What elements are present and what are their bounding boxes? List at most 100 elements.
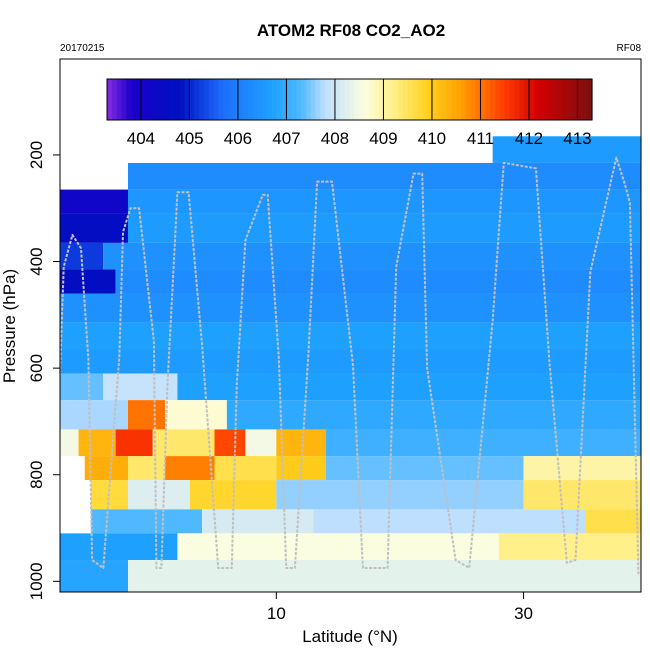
colorbar-segment xyxy=(461,79,467,120)
heatmap-cell xyxy=(60,269,116,294)
colorbar-segment xyxy=(301,79,307,120)
colorbar-tick-label: 410 xyxy=(418,129,446,148)
heatmap-cell xyxy=(127,213,641,243)
colorbar-segment xyxy=(271,79,278,120)
heatmap-cell xyxy=(60,400,128,430)
y-tick-label: 200 xyxy=(27,141,46,169)
colorbar-segment xyxy=(286,79,292,120)
colorbar-segment xyxy=(223,79,229,120)
heatmap-cell xyxy=(276,480,524,510)
heatmap-cell xyxy=(523,456,641,481)
heatmap-cell xyxy=(177,373,642,401)
colorbar-segment xyxy=(242,79,249,120)
colorbar-segment xyxy=(587,79,593,120)
colorbar-segment xyxy=(553,79,559,120)
colorbar-segment xyxy=(533,79,540,120)
colorbar-segment xyxy=(150,79,157,120)
colorbar-segment xyxy=(213,79,220,120)
colorbar-segment xyxy=(131,79,137,120)
colorbar-segment xyxy=(325,79,331,120)
heatmap-cell xyxy=(115,269,641,294)
colorbar-segment xyxy=(572,79,579,120)
heatmap-cell xyxy=(177,533,499,561)
heatmap-cell xyxy=(214,456,277,481)
colorbar-segment xyxy=(281,79,288,120)
colorbar-segment xyxy=(349,79,355,120)
colorbar-segment xyxy=(514,79,520,120)
colorbar-segment xyxy=(204,79,210,120)
heatmap-cell xyxy=(103,373,178,401)
heatmap-cell xyxy=(523,480,641,510)
colorbar-segment xyxy=(470,79,477,120)
colorbar-segment xyxy=(562,79,569,120)
colorbar-tick-label: 412 xyxy=(515,129,543,148)
heatmap-cell xyxy=(90,509,203,534)
colorbar-segment xyxy=(364,79,370,120)
colorbar-segment xyxy=(354,79,360,120)
colorbar-segment xyxy=(441,79,448,120)
colorbar-segment xyxy=(475,79,482,120)
colorbar-segment xyxy=(398,79,404,120)
colorbar-tick-label: 409 xyxy=(369,129,397,148)
colorbar-segment xyxy=(577,79,583,120)
colorbar-segment xyxy=(548,79,554,120)
colorbar-segment xyxy=(262,79,268,120)
plot-frame xyxy=(59,58,642,593)
colorbar-segment xyxy=(257,79,263,120)
colorbar-segment xyxy=(305,79,312,120)
colorbar-segment xyxy=(189,79,195,120)
colorbar-segment xyxy=(368,79,375,120)
heatmap-cell xyxy=(313,509,586,534)
colorbar-segment xyxy=(504,79,511,120)
colorbar-segment xyxy=(480,79,486,120)
colorbar-segment xyxy=(310,79,317,120)
colorbar-segment xyxy=(276,79,283,120)
colorbar-segment xyxy=(456,79,462,120)
colorbar-segment xyxy=(107,79,113,120)
colorbar-segment xyxy=(451,79,457,120)
colorbar-segment xyxy=(519,79,525,120)
y-tick-label: 600 xyxy=(27,354,46,382)
y-axis: 200 400 600 800 1000 xyxy=(27,141,60,600)
heatmap-cell xyxy=(165,456,215,481)
colorbar-segment xyxy=(291,79,297,120)
x-tick-label: 30 xyxy=(514,604,533,623)
colorbar-segment xyxy=(116,79,123,120)
heatmap-cell xyxy=(103,242,641,270)
colorbar-segment xyxy=(136,79,142,120)
heatmap-cell xyxy=(127,400,166,430)
colorbar-segment xyxy=(330,79,336,120)
y-tick-label: 800 xyxy=(27,461,46,489)
colorbar-segment xyxy=(538,79,545,120)
colorbar-segment xyxy=(228,79,234,120)
heatmap-cell xyxy=(60,533,178,561)
colorbar-tick-label: 413 xyxy=(563,129,591,148)
colorbar-segment xyxy=(524,79,530,120)
heatmap-cells xyxy=(60,136,642,592)
heatmap-cell xyxy=(60,349,641,374)
heatmap-cell xyxy=(115,429,153,457)
colorbar-tick-label: 405 xyxy=(175,129,203,148)
colorbar-segment xyxy=(160,79,166,120)
colorbar: 404 405 406 407 408 409 410 411 412 413 xyxy=(106,78,593,148)
colorbar-segment xyxy=(402,79,409,120)
chart-title: ATOM2 RF08 CO2_AO2 xyxy=(257,21,445,40)
heatmap-cell xyxy=(60,189,128,214)
y-tick-label: 400 xyxy=(27,247,46,275)
colorbar-segment xyxy=(334,79,341,120)
flight-id-label: RF08 xyxy=(617,43,642,54)
heatmap-cell xyxy=(152,429,215,457)
colorbar-segment xyxy=(121,79,127,120)
heatmap-cell xyxy=(276,429,326,457)
heatmap-cell xyxy=(84,456,128,481)
colorbar-segment xyxy=(388,79,394,120)
heatmap-cell xyxy=(127,456,166,481)
colorbar-segment xyxy=(528,79,535,120)
colorbar-segment xyxy=(412,79,418,120)
y-axis-label: Pressure (hPa) xyxy=(0,269,19,383)
y-tick-label: 1000 xyxy=(27,562,46,600)
colorbar-segment xyxy=(378,79,385,120)
colorbar-segment xyxy=(247,79,254,120)
x-axis: 10 30 xyxy=(267,592,533,623)
heatmap-cell xyxy=(127,560,641,592)
